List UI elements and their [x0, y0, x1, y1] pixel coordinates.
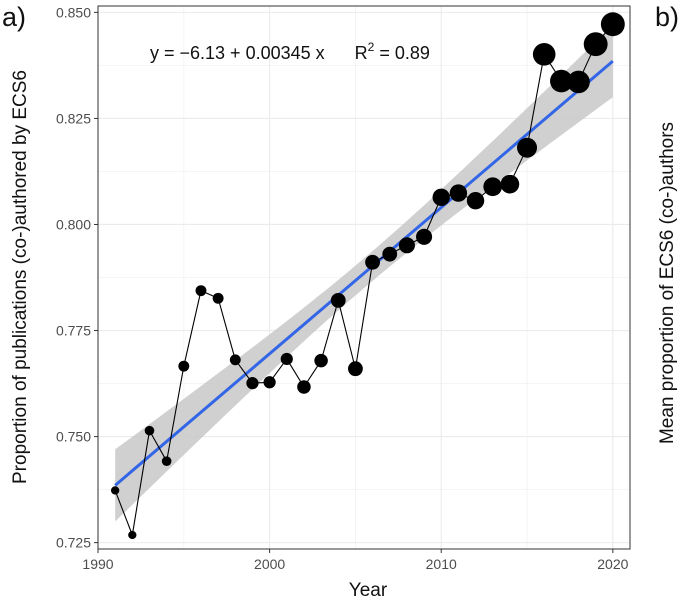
- r-squared-exponent: 2: [368, 40, 375, 54]
- panel-a-tag: a): [2, 2, 26, 32]
- connector-segment: [320, 300, 339, 361]
- data-point: [483, 177, 503, 197]
- data-point: [365, 254, 380, 270]
- panel-border: [97, 5, 631, 550]
- data-point: [128, 530, 137, 540]
- x-tick-label: 2010: [426, 556, 457, 572]
- y-tick-label: 0.850: [56, 4, 91, 20]
- y-tick-label: 0.775: [56, 323, 91, 339]
- data-point: [416, 228, 433, 245]
- connector-segment: [131, 430, 151, 536]
- x-axis-title: Year: [349, 580, 388, 600]
- data-point: [144, 425, 155, 436]
- data-point: [532, 43, 556, 66]
- data-point: [398, 237, 415, 254]
- data-point: [161, 456, 172, 466]
- connector-segment: [354, 262, 374, 369]
- y-tick-label: 0.800: [56, 216, 91, 232]
- connector-segment: [114, 490, 133, 536]
- data-point: [111, 486, 120, 495]
- y-tick-label: 0.725: [56, 535, 91, 551]
- data-point: [212, 292, 224, 304]
- data-point: [600, 12, 625, 37]
- y-axis-title: Proportion of publications (co-)authored…: [10, 70, 31, 484]
- y-axis-ticks: 0.725 0.750 0.775 0.800 0.825 0.850: [56, 4, 98, 551]
- data-point: [517, 137, 538, 158]
- data-point: [246, 377, 259, 390]
- data-point: [229, 354, 241, 366]
- x-tick-label: 2000: [254, 556, 285, 572]
- y-tick-label: 0.825: [56, 110, 91, 126]
- data-point: [263, 376, 276, 389]
- data-point: [550, 69, 573, 93]
- r-squared-value: = 0.89: [374, 43, 430, 63]
- data-point: [195, 285, 207, 297]
- x-tick-label: 1990: [82, 556, 113, 572]
- x-tick-label: 2020: [597, 556, 628, 572]
- data-point: [466, 192, 485, 210]
- regression-equation: y = −6.13 + 0.00345 x: [150, 43, 325, 63]
- data-point: [348, 361, 363, 377]
- data-point: [330, 293, 346, 308]
- connector-segment: [217, 298, 236, 360]
- connector-segment: [337, 300, 356, 369]
- panel-b-tag: b): [655, 2, 679, 32]
- data-point: [432, 188, 450, 207]
- data-point: [449, 184, 468, 202]
- r-squared-label: R: [355, 43, 368, 63]
- data-point: [567, 70, 590, 94]
- connector-segment: [166, 366, 185, 462]
- data-point: [297, 380, 311, 394]
- data-points: [111, 12, 625, 540]
- data-point: [280, 352, 293, 366]
- connector-segment: [149, 430, 168, 462]
- data-point: [314, 353, 328, 368]
- data-point: [500, 174, 520, 194]
- y-tick-label: 0.750: [56, 429, 91, 445]
- data-point: [178, 360, 190, 372]
- connector-segment: [526, 54, 545, 148]
- data-point: [382, 246, 398, 262]
- panel-b-y-axis-title: Mean proportion of ECS6 (co-)authors: [657, 122, 678, 444]
- x-axis-ticks: 1990 2000 2010 2020: [82, 549, 629, 572]
- plot-area: [97, 5, 631, 550]
- regression-annotation: y = −6.13 + 0.00345 x R2 = 0.89: [150, 40, 430, 63]
- connector-segment: [183, 290, 202, 367]
- data-point: [583, 32, 608, 57]
